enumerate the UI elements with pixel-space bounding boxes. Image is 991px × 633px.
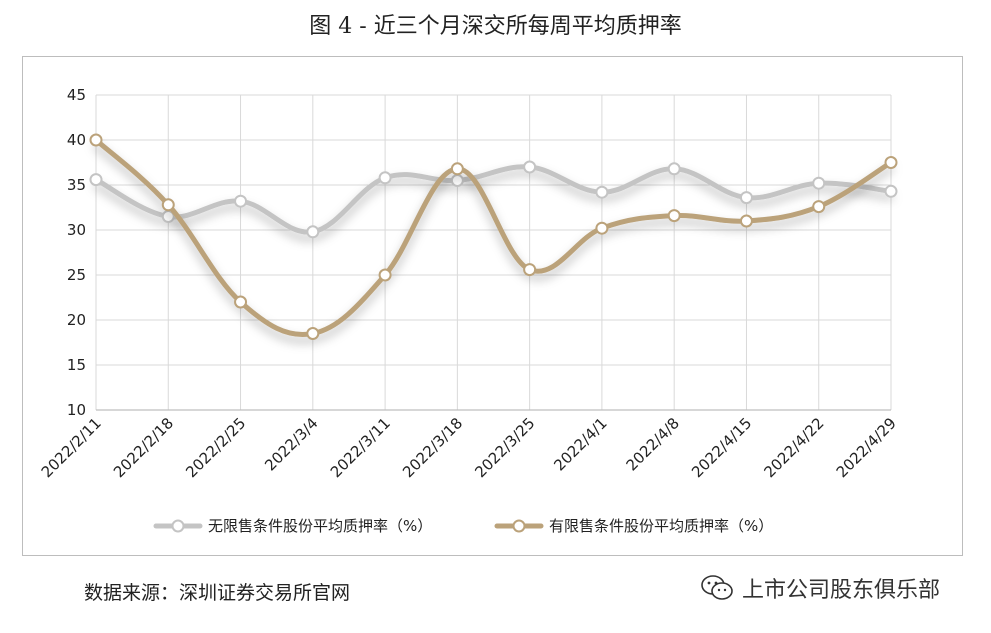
x-tick-label: 2022/4/22 — [760, 414, 827, 481]
data-point-unrestricted[interactable]: 2022/4/1: 34.2 — [595, 185, 609, 199]
data-point-unrestricted[interactable]: 2022/4/22: 35.2 — [812, 176, 826, 190]
y-tick-label: 20 — [67, 311, 86, 329]
series-line-restricted — [93, 137, 894, 337]
y-tick-label: 30 — [67, 221, 86, 239]
legend-item-restricted: 有限售条件股份平均质押率（%） — [494, 517, 773, 535]
data-point-unrestricted[interactable]: 2022/3/4: 29.8 — [306, 225, 320, 239]
series-line-unrestricted — [93, 164, 894, 235]
data-point-unrestricted[interactable]: 2022/4/29: 34.3 — [884, 184, 898, 198]
x-tick-label: 2022/2/18 — [110, 414, 177, 481]
x-tick-label: 2022/4/1 — [550, 414, 610, 474]
legend-label: 无限售条件股份平均质押率（%） — [208, 517, 432, 535]
chart-area: 10 15 20 25 30 35 40 45 2022/2/11 2022/2/18 2022/2… — [22, 56, 963, 556]
data-point-restricted[interactable]: 2022/4/8: 31.6 — [667, 209, 681, 223]
data-point-unrestricted[interactable]: 2022/2/25: 33.2 — [234, 194, 248, 208]
y-tick-label: 15 — [67, 356, 86, 374]
watermark: 上市公司股东俱乐部 — [700, 572, 940, 604]
data-point-restricted[interactable]: 2022/4/15: 31 — [739, 214, 753, 228]
series-unrestricted: 2022/2/11: 35.62022/2/18: 31.52022/2/25:… — [89, 160, 898, 239]
x-tick-label: 2022/3/18 — [399, 414, 466, 481]
data-point-restricted[interactable]: 2022/4/29: 37.5 — [884, 156, 898, 169]
series-restricted: 2022/2/11: 40 2022/2/18: 32.8 2022/2/25: 2… — [89, 133, 898, 340]
data-point-restricted[interactable]: 2022/2/18: 32.8 — [161, 198, 175, 212]
data-point-restricted[interactable]: 2022/2/11: 40 — [89, 133, 103, 147]
data-point-restricted[interactable]: 2022/3/4: 18.5 — [306, 327, 320, 340]
y-tick-label: 40 — [67, 131, 86, 149]
y-tick-label: 10 — [67, 401, 86, 419]
y-tick-label: 45 — [67, 86, 86, 104]
legend-swatch-marker — [171, 519, 185, 533]
data-point-unrestricted[interactable]: 2022/2/11: 35.6 — [89, 173, 103, 187]
data-point-restricted[interactable]: 2022/4/1: 30.2 — [595, 221, 609, 235]
x-tick-label: 2022/4/29 — [833, 414, 900, 481]
legend-label: 有限售条件股份平均质押率（%） — [549, 517, 773, 535]
legend-item-unrestricted: 无限售条件股份平均质押率（%） — [153, 517, 432, 535]
y-tick-label: 35 — [67, 176, 86, 194]
y-tick-label: 25 — [67, 266, 86, 284]
data-source-note: 数据来源：深圳证券交易所官网 — [84, 582, 351, 604]
data-point-unrestricted[interactable]: 2022/3/18: 35.5 — [450, 174, 464, 187]
watermark-text: 上市公司股东俱乐部 — [742, 578, 941, 603]
x-tick-label: 2022/3/11 — [327, 414, 394, 481]
chart-title: 图 4 - 近三个月深交所每周平均质押率 — [309, 14, 682, 39]
legend-swatch-marker — [512, 519, 526, 533]
x-tick-label: 2022/2/25 — [182, 414, 249, 481]
data-point-restricted[interactable]: 2022/3/25: 25.6 — [523, 263, 537, 277]
data-point-unrestricted[interactable]: 2022/4/15: 33.6 — [739, 191, 753, 205]
x-tick-label: 2022/4/8 — [623, 414, 683, 474]
x-tick-label: 2022/3/4 — [261, 414, 321, 474]
data-point-unrestricted[interactable]: 2022/3/11: 35.8 — [378, 171, 392, 185]
wechat-icon — [701, 575, 733, 600]
data-point-restricted[interactable]: 2022/3/18: 36.8 — [450, 162, 464, 176]
data-point-restricted[interactable]: 2022/4/22: 32.6 — [812, 200, 826, 214]
data-point-unrestricted[interactable]: 2022/4/8: 36.8 — [667, 162, 681, 176]
data-point-restricted[interactable]: 2022/2/25: 22 — [234, 295, 248, 309]
x-tick-label: 2022/2/11 — [38, 414, 105, 481]
data-point-restricted[interactable]: 2022/3/11: 25 — [378, 268, 392, 282]
x-tick-label: 2022/4/15 — [688, 414, 755, 481]
data-point-unrestricted[interactable]: 2022/3/25: 37 — [523, 160, 537, 174]
x-tick-label: 2022/3/25 — [471, 414, 538, 481]
